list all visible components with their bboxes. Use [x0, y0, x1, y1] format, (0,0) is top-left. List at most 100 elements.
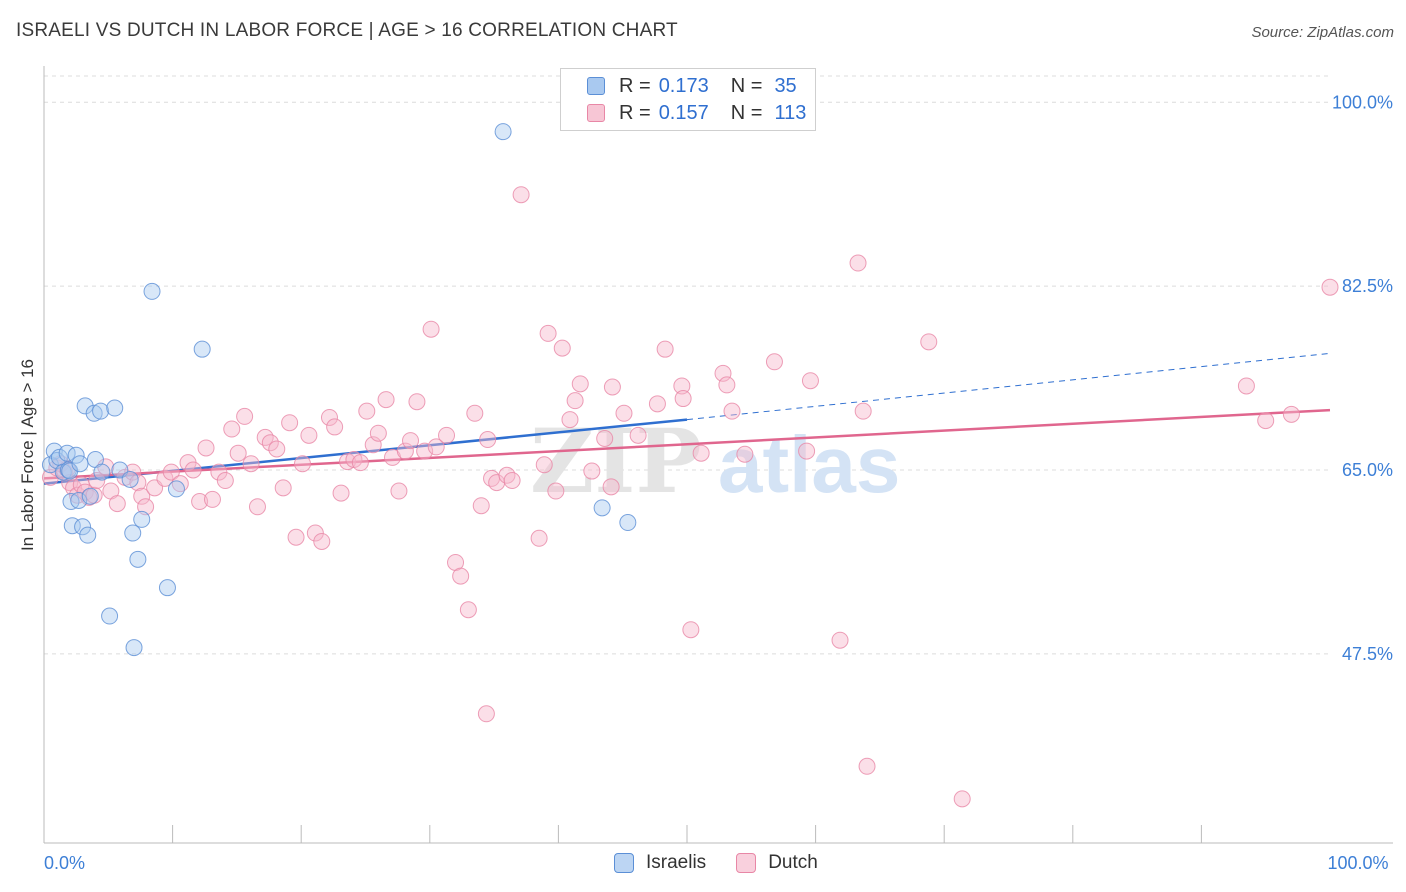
- legend-item-israelis[interactable]: Israelis: [614, 852, 706, 874]
- israelis-point: [619, 514, 637, 532]
- legend-row-dutch: R = 0.157 N = 113: [587, 101, 806, 125]
- legend-row-israelis: R = 0.173 N = 35: [587, 74, 797, 98]
- dutch-point: [535, 456, 553, 474]
- israelis-trendline-extension: [686, 352, 1331, 421]
- dutch-point: [390, 482, 408, 500]
- dutch-point: [1237, 377, 1255, 395]
- israelis-point: [79, 526, 97, 544]
- dutch-point: [162, 463, 180, 481]
- israelis-point: [93, 463, 111, 481]
- dutch-point: [408, 393, 426, 411]
- dutch-point: [402, 432, 420, 450]
- dutch-point: [718, 376, 736, 394]
- n-label: N =: [730, 74, 763, 97]
- dutch-point: [498, 466, 516, 484]
- israelis-point: [158, 579, 176, 597]
- series-legend: Israelis Dutch: [614, 852, 848, 874]
- dutch-point: [248, 498, 266, 516]
- israelis-point: [85, 404, 103, 422]
- israelis-point: [125, 639, 143, 657]
- dutch-point: [156, 469, 174, 487]
- dutch-point: [854, 402, 872, 420]
- dutch-point: [88, 472, 106, 490]
- dutch-point: [369, 424, 387, 442]
- dutch-point: [512, 186, 530, 204]
- gridlines: [44, 75, 1330, 655]
- x-tick-label: 100.0%: [1327, 853, 1388, 873]
- dutch-point: [108, 495, 126, 513]
- israelis-point: [593, 499, 611, 517]
- dutch-point: [736, 445, 754, 463]
- dutch-point: [539, 324, 557, 342]
- r-label: R =: [619, 101, 651, 124]
- dutch-point: [223, 420, 241, 438]
- dutch-point: [547, 482, 565, 500]
- israelis-point: [92, 402, 110, 420]
- dutch-point: [849, 254, 867, 272]
- dutch-point: [479, 431, 497, 449]
- legend-item-dutch[interactable]: Dutch: [736, 852, 818, 874]
- dutch-point: [459, 601, 477, 619]
- y-tick-label: 47.5%: [1342, 644, 1393, 664]
- dutch-point: [553, 339, 571, 357]
- dutch-point: [184, 461, 202, 479]
- israelis-point: [129, 550, 147, 568]
- dutch-point: [326, 418, 344, 436]
- israelis-point: [106, 399, 124, 417]
- dutch-point: [503, 472, 521, 490]
- dutch-point: [256, 428, 274, 446]
- dutch-point: [673, 377, 691, 395]
- dutch-point: [242, 455, 260, 473]
- dutch-point: [561, 411, 579, 429]
- dutch-point: [293, 455, 311, 473]
- dutch-point: [281, 414, 299, 432]
- dutch-point: [831, 631, 849, 649]
- tick-labels: 100.0% 82.5% 65.0% 47.5% 0.0% 100.0%: [44, 92, 1393, 873]
- dutch-point: [674, 390, 692, 408]
- y-tick-label: 65.0%: [1342, 460, 1393, 480]
- n-value: 35: [774, 74, 797, 97]
- dutch-point: [953, 790, 971, 808]
- israelis-point: [494, 123, 512, 141]
- dutch-point: [656, 340, 674, 358]
- dutch-point: [798, 442, 816, 460]
- dutch-point: [566, 392, 584, 410]
- dutch-point: [858, 757, 876, 775]
- dutch-point: [261, 434, 279, 452]
- israelis-point: [74, 518, 92, 536]
- israelis-point: [76, 397, 94, 415]
- dutch-point: [438, 426, 456, 444]
- israelis-point: [133, 510, 151, 528]
- dutch-point: [466, 404, 484, 422]
- dutch-point: [338, 453, 356, 471]
- r-value: 0.157: [658, 101, 709, 124]
- israelis-point: [167, 480, 185, 498]
- dutch-point: [571, 375, 589, 393]
- dutch-point: [236, 407, 254, 425]
- legend-label-dutch: Dutch: [768, 852, 818, 873]
- dutch-point: [137, 498, 155, 516]
- r-value: 0.173: [658, 74, 709, 97]
- watermark: ZIP atlas: [530, 409, 900, 513]
- dutch-point: [583, 462, 601, 480]
- israelis-swatch: [587, 77, 605, 95]
- dutch-point: [197, 439, 215, 457]
- dutch-point: [422, 320, 440, 338]
- dutch-point: [377, 391, 395, 409]
- dutch-point: [452, 567, 470, 585]
- y-tick-label: 82.5%: [1342, 276, 1393, 296]
- dutch-point: [530, 529, 548, 547]
- dutch-point: [313, 532, 331, 550]
- dutch-point: [920, 333, 938, 351]
- dutch-point: [268, 440, 286, 458]
- dutch-point: [210, 463, 228, 481]
- axes: [43, 66, 1393, 844]
- y-tick-label: 100.0%: [1332, 92, 1393, 112]
- dutch-point: [1257, 412, 1275, 430]
- dutch-legend-swatch: [736, 853, 757, 873]
- dutch-point: [648, 395, 666, 413]
- source-attribution: Source: ZipAtlas.com: [1251, 24, 1394, 41]
- israelis-point: [121, 470, 139, 488]
- chart-title: ISRAELI VS DUTCH IN LABOR FORCE | AGE > …: [16, 20, 678, 41]
